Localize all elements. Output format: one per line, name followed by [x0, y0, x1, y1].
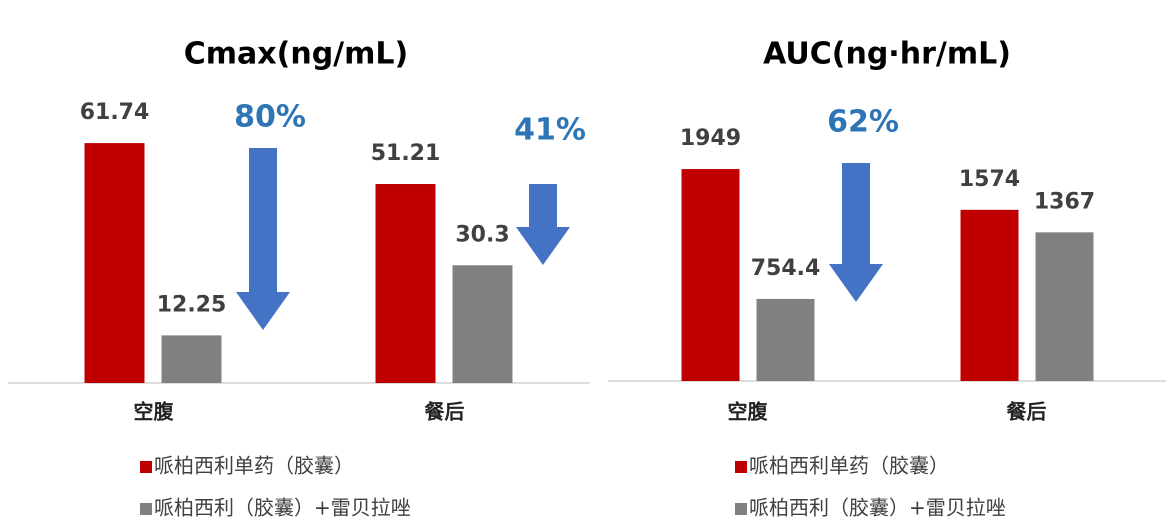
data-label: 12.25 [157, 292, 227, 317]
chart-title: AUC(ng·hr/mL) [763, 37, 1011, 72]
chart-title: Cmax(ng/mL) [184, 37, 408, 72]
annotation: 80% [234, 100, 306, 135]
annotation: 62% [827, 105, 899, 140]
bar [84, 143, 145, 383]
annotation: 41% [514, 113, 586, 148]
bar [375, 184, 436, 383]
data-label: 61.74 [80, 100, 150, 125]
legend-label: 哌柏西利（胶囊）+雷贝拉唑 [154, 496, 411, 518]
legend-swatch [735, 461, 747, 473]
bar [960, 209, 1019, 381]
data-label: 51.21 [371, 141, 441, 166]
legend-label: 哌柏西利（胶囊）+雷贝拉唑 [749, 496, 1006, 518]
legend-label: 哌柏西利单药（胶囊） [154, 454, 354, 478]
legend-swatch [735, 503, 747, 515]
bar [161, 335, 222, 383]
legend-swatch [140, 461, 152, 473]
bar [756, 298, 815, 381]
data-label: 1949 [680, 126, 741, 151]
bar [681, 169, 740, 381]
arrow [829, 163, 883, 302]
data-label: 754.4 [751, 256, 821, 281]
legend-label: 哌柏西利单药（胶囊） [749, 454, 949, 478]
data-label: 1367 [1034, 189, 1095, 214]
data-label: 1574 [959, 167, 1020, 192]
bar [1035, 232, 1094, 381]
data-label: 30.3 [455, 222, 509, 247]
x-tick-label: 餐后 [1007, 400, 1047, 424]
x-tick-label: 空腹 [728, 400, 769, 424]
x-tick-label: 餐后 [425, 400, 465, 424]
legend-swatch [140, 503, 152, 515]
arrow [236, 148, 290, 330]
bar [452, 265, 513, 383]
x-tick-label: 空腹 [134, 400, 175, 424]
arrow [516, 184, 570, 265]
